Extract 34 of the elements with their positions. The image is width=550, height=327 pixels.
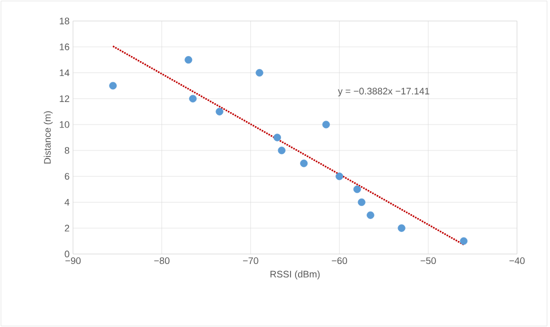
x-tick-label: −70 [243,257,258,264]
y-tick-label: 14 [60,70,70,76]
point [256,68,264,77]
point [184,56,192,64]
y-tick-label: 16 [60,44,70,50]
point [189,94,197,102]
point [278,146,286,154]
y-tick-label: 0 [64,250,70,258]
y-tick-label: 2 [64,224,70,232]
y-axis-title: Distance (m) [44,111,53,164]
point [353,185,361,194]
y-tick-label: 18 [60,18,70,24]
x-tick-label: −50 [420,257,436,264]
point [336,172,344,180]
annotation: y = −0.3882x −17.141 [338,88,430,96]
point [358,198,366,206]
y-tick-label: 6 [64,172,70,180]
point [398,224,406,232]
point [216,108,224,116]
y-tick-label: 8 [64,147,70,154]
point [109,82,117,90]
point [460,237,468,245]
y-tick-label: 4 [64,198,70,206]
x-tick-label: −90 [65,257,81,264]
x-tick-label: −40 [509,257,525,264]
point [273,134,282,142]
point [366,211,374,219]
point [300,160,308,168]
y-tick-label: 12 [60,95,70,102]
x-tick-label: −80 [154,257,170,264]
x-tick-label: −60 [332,257,348,264]
y-tick-label: 10 [60,121,70,128]
x-axis-title: RSSI (dBm) [270,270,320,280]
point [322,120,330,128]
